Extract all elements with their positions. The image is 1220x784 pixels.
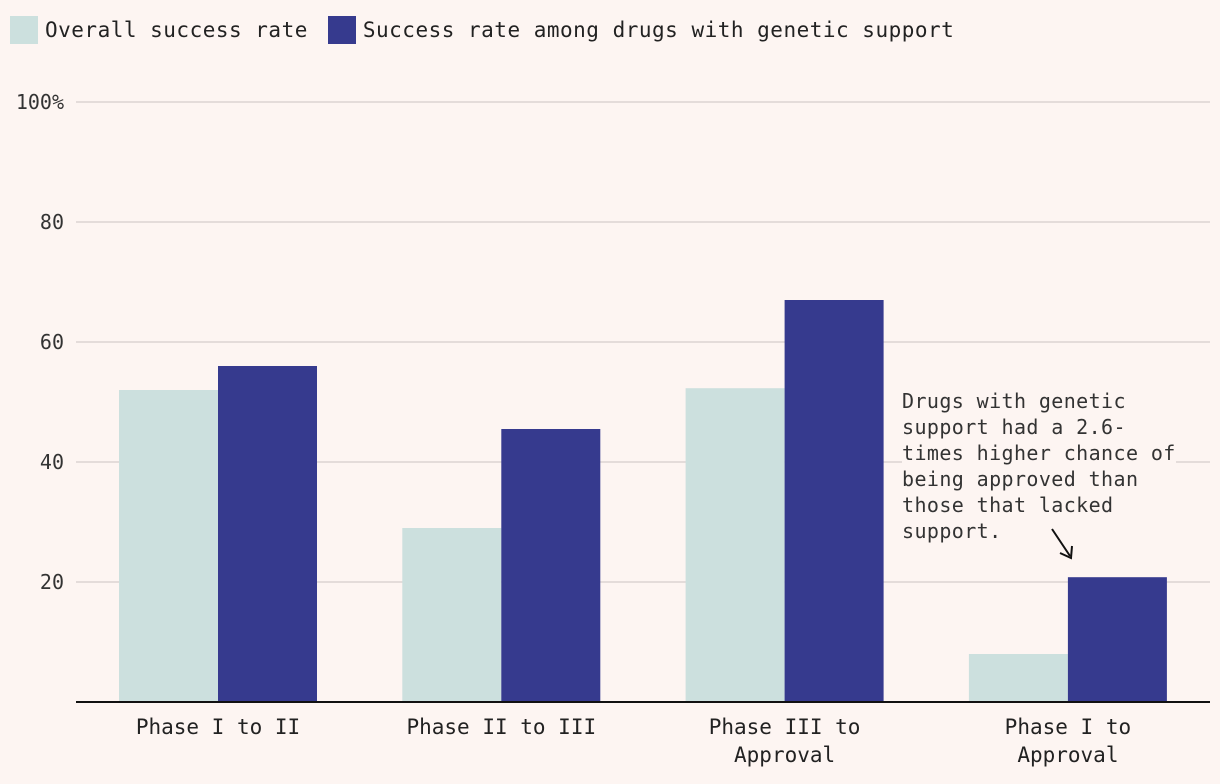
- legend-swatch-overall: [10, 16, 38, 44]
- x-tick-label: Approval: [734, 743, 835, 767]
- y-tick-label: 80: [40, 210, 64, 234]
- y-tick-label: 20: [40, 570, 64, 594]
- bar-overall: [402, 528, 502, 702]
- y-tick-label: 60: [40, 330, 64, 354]
- x-tick-label: Phase II to III: [406, 715, 596, 739]
- bar-overall: [685, 388, 785, 702]
- legend-item-genetic: Success rate among drugs with genetic su…: [327, 16, 955, 44]
- bar-genetic: [784, 300, 884, 702]
- legend-label-genetic: Success rate among drugs with genetic su…: [362, 18, 955, 42]
- y-tick-label: 100%: [16, 90, 64, 114]
- x-tick-label: Approval: [1017, 743, 1118, 767]
- legend-item-overall: Overall success rate: [10, 16, 308, 44]
- bar-genetic: [1067, 577, 1167, 702]
- legend: Overall success rate Success rate among …: [10, 16, 974, 44]
- annotation-arrow-head: [1059, 545, 1073, 560]
- annotation-arrow-shaft: [1051, 528, 1071, 557]
- legend-label-overall: Overall success rate: [45, 18, 308, 42]
- x-tick-label: Phase I to II: [136, 715, 300, 739]
- x-tick-label: Phase I to: [1005, 715, 1131, 739]
- y-tick-label: 40: [40, 450, 64, 474]
- annotation: Drugs with genetic support had a 2.6- ti…: [902, 362, 1212, 544]
- bar-overall: [119, 390, 218, 702]
- legend-swatch-genetic: [327, 16, 356, 44]
- x-tick-label: Phase III to: [709, 715, 861, 739]
- bar-overall: [968, 654, 1068, 702]
- bar-genetic: [501, 429, 601, 702]
- bar-genetic: [218, 366, 317, 702]
- annotation-text: Drugs with genetic support had a 2.6- ti…: [902, 389, 1176, 543]
